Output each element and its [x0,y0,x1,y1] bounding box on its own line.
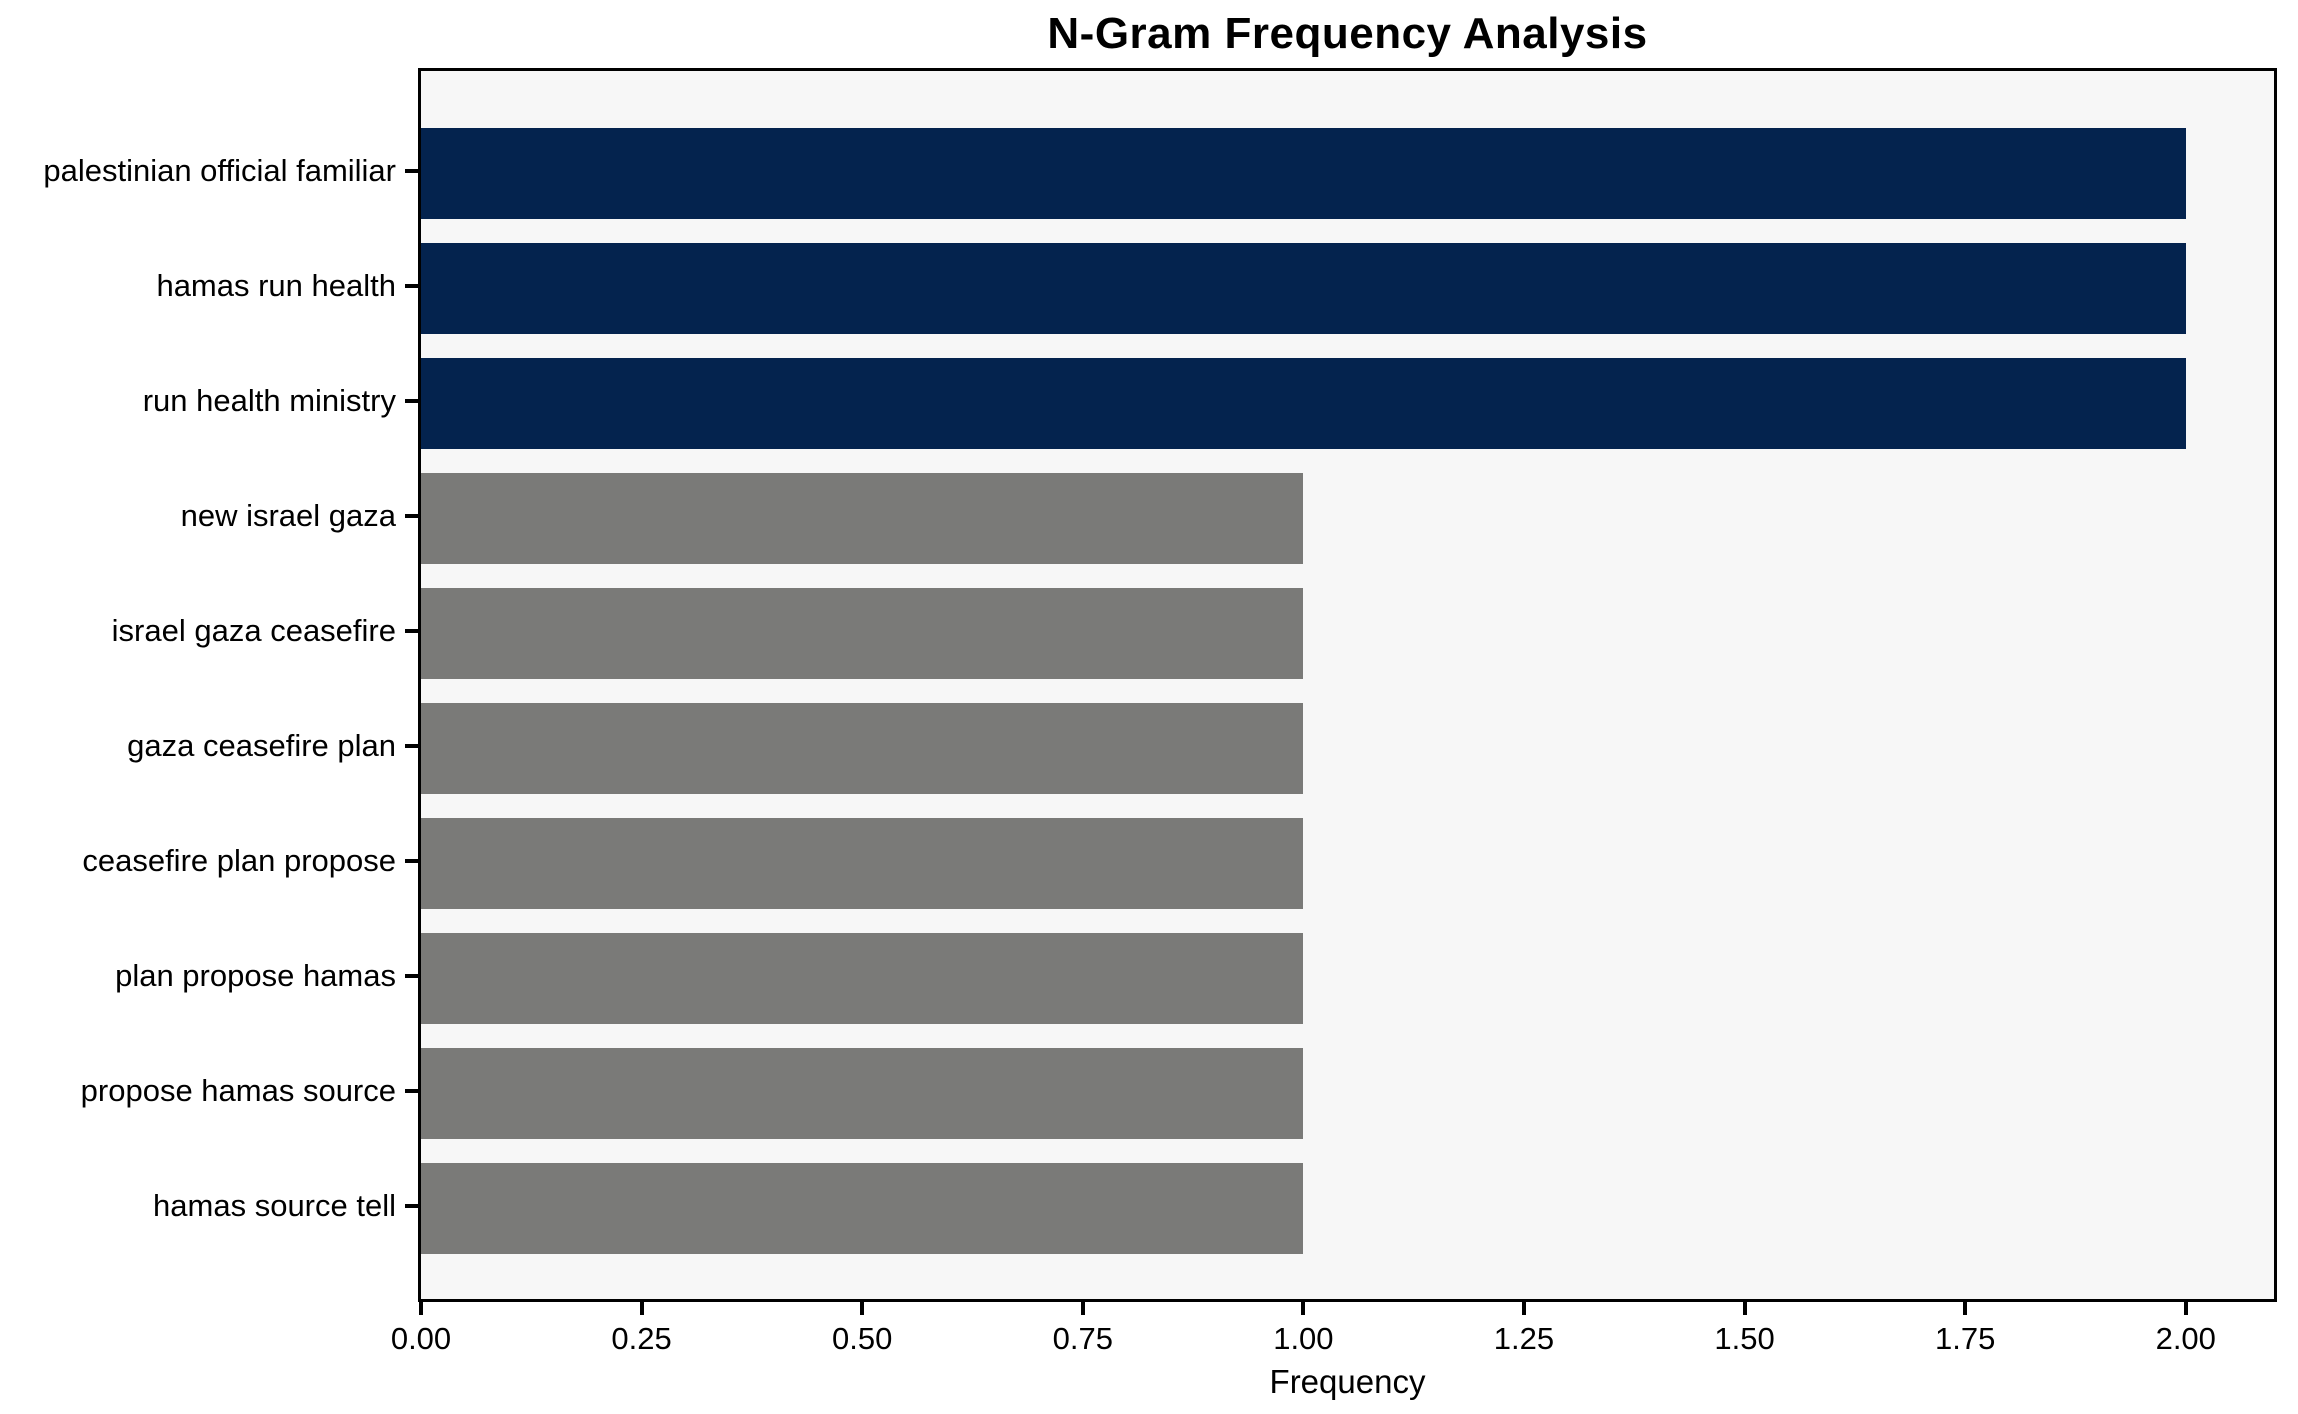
x-tick-label: 0.00 [390,1321,452,1356]
y-tick-label: new israel gaza [180,498,396,533]
y-tick-row: propose hamas source [0,1045,418,1136]
x-axis-title: Frequency [1269,1363,1426,1400]
bar-2 [421,358,2186,449]
y-tick-mark [405,283,418,288]
bar-3 [421,473,1304,564]
y-tick-label: hamas source tell [153,1188,396,1223]
x-tick-label: 0.75 [1052,1321,1113,1356]
x-tick-mark [1963,1302,1968,1315]
y-tick-mark [405,168,418,173]
x-tick-label: 0.25 [611,1321,672,1356]
y-tick-label: propose hamas source [80,1073,396,1108]
y-tick-row: palestinian official familiar [0,125,418,216]
y-tick-label: gaza ceasefire plan [127,728,396,763]
x-tick-mark [1742,1302,1747,1315]
x-tick-mark [1521,1302,1526,1315]
y-tick-row: plan propose hamas [0,930,418,1021]
x-tick-label: 2.00 [2155,1321,2216,1356]
chart-title: N-Gram Frequency Analysis [1047,9,1648,58]
x-tick-label: 0.50 [832,1321,893,1356]
bar-6 [421,818,1304,909]
y-tick-row: hamas run health [0,240,418,331]
bar-4 [421,588,1304,679]
y-tick-mark [405,1203,418,1208]
plot-area [418,68,2277,1302]
x-axis: 0.00 0.25 0.50 0.75 1.00 1.25 1.50 1.75 2.00 [391,1302,2274,1372]
x-tick-mark [1301,1302,1306,1315]
y-tick-label: plan propose hamas [115,958,396,993]
y-tick-label: hamas run health [156,268,396,303]
y-tick-label: palestinian official familiar [43,153,396,188]
x-tick-label: 1.75 [1934,1321,1996,1356]
y-tick-label: run health ministry [142,383,396,418]
y-tick-mark [405,858,418,863]
x-tick-mark [1080,1302,1085,1315]
bar-7 [421,933,1304,1024]
x-tick-mark [2183,1302,2188,1315]
y-tick-label: ceasefire plan propose [82,843,396,878]
y-tick-mark [405,398,418,403]
y-tick-row: hamas source tell [0,1160,418,1251]
x-tick-label: 1.25 [1493,1321,1555,1356]
x-tick-mark [639,1302,644,1315]
y-tick-mark [405,513,418,518]
y-tick-label: israel gaza ceasefire [111,613,396,648]
y-tick-row: ceasefire plan propose [0,815,418,906]
y-axis-labels: palestinian official familiar hamas run h… [0,68,418,1302]
bar-0 [421,128,2186,219]
y-tick-mark [405,628,418,633]
x-tick-mark [419,1302,423,1315]
bar-9 [421,1163,1304,1254]
x-tick-mark [860,1302,865,1315]
bar-8 [421,1048,1304,1139]
y-tick-row: gaza ceasefire plan [0,700,418,791]
y-tick-row: new israel gaza [0,470,418,561]
bar-5 [421,703,1304,794]
y-tick-mark [405,973,418,978]
y-tick-row: run health ministry [0,355,418,446]
bar-1 [421,243,2186,334]
y-tick-mark [405,743,418,748]
x-tick-label: 1.50 [1714,1321,1775,1356]
x-tick-label: 1.00 [1273,1321,1334,1356]
y-tick-mark [405,1088,418,1093]
y-tick-row: israel gaza ceasefire [0,585,418,676]
